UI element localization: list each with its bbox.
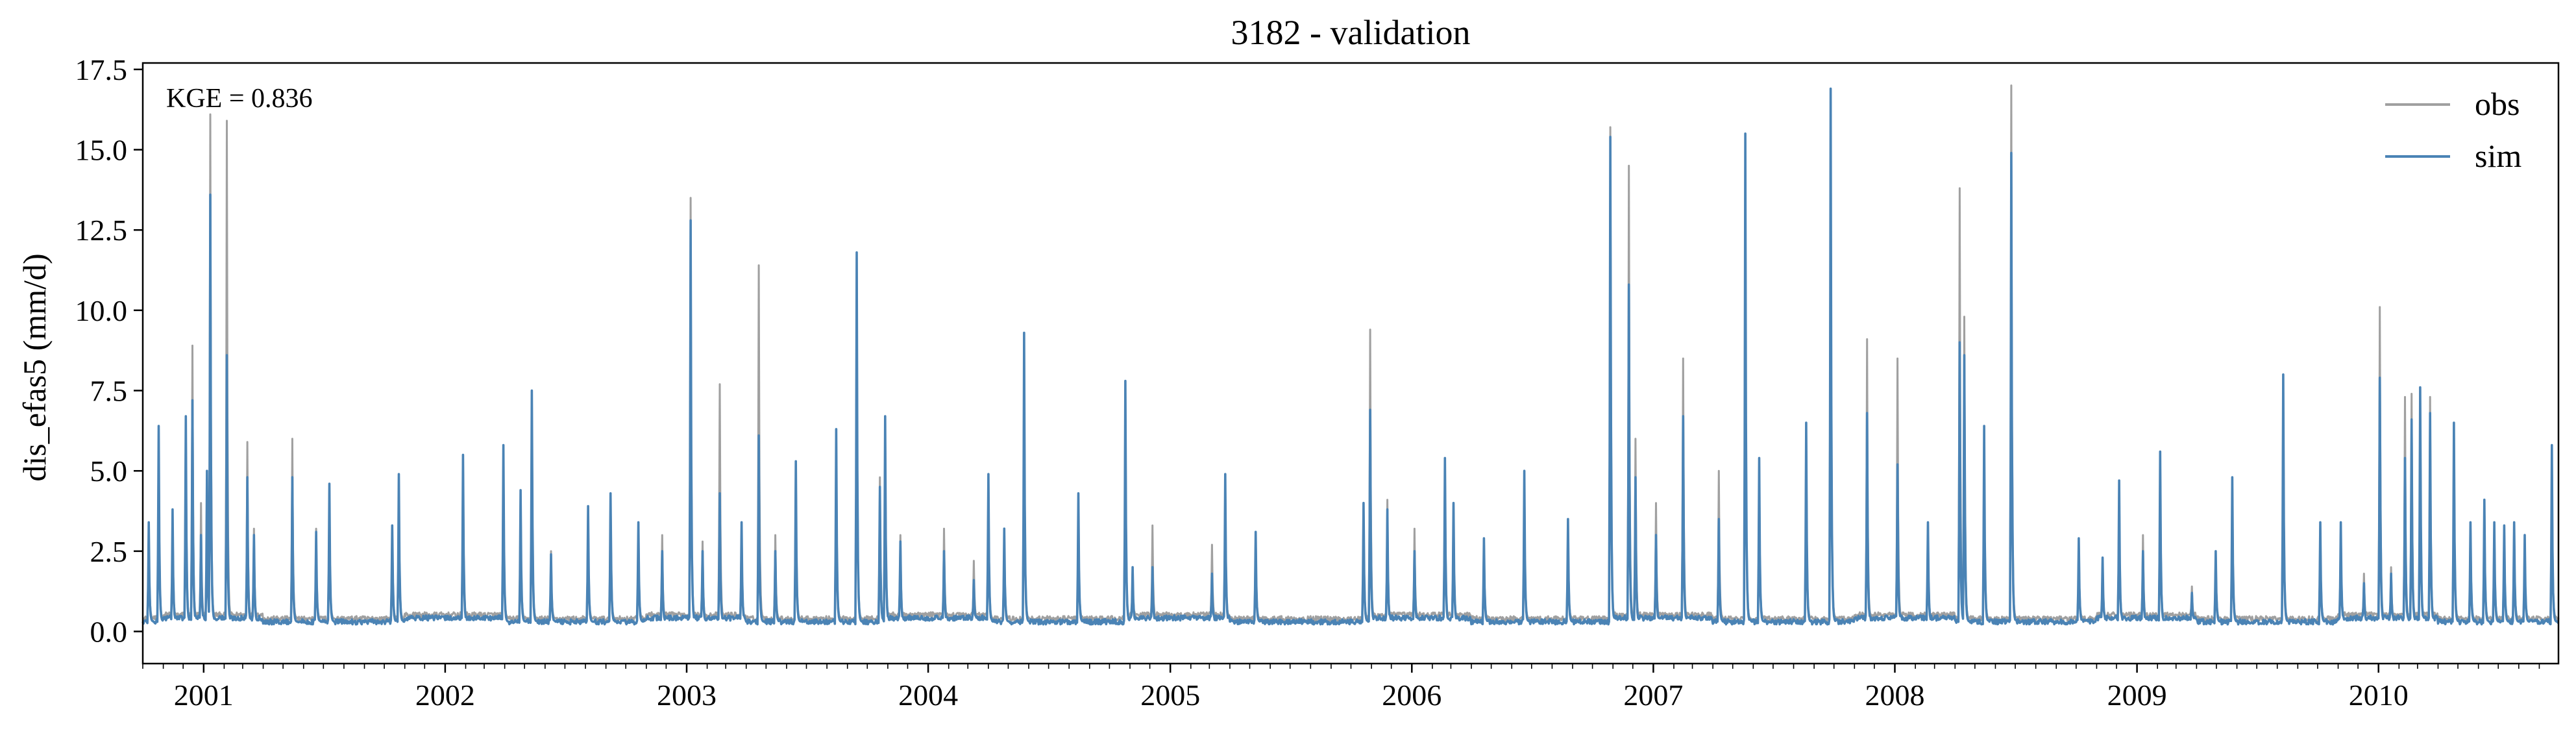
legend: obs sim — [2385, 86, 2521, 174]
legend-label-sim: sim — [2475, 138, 2521, 174]
x-axis-ticks: 2001 2002 2003 2004 2005 2006 2007 2008 2009 2010 — [142, 664, 2540, 712]
chart-title: 3182 - validation — [1231, 13, 1471, 52]
y-tick-label: 2.5 — [90, 535, 128, 568]
y-tick-label: 17.5 — [75, 53, 128, 86]
y-tick-label: 15.0 — [75, 134, 128, 167]
kge-annotation: KGE = 0.836 — [166, 84, 313, 114]
y-axis-label: dis_efas5 (mm/d) — [16, 253, 53, 481]
x-tick-label: 2010 — [2349, 679, 2409, 712]
sim-line — [141, 87, 2560, 626]
plot-area: 0.02.55.07.510.012.515.017.5 2001 2002 200… — [75, 53, 2560, 712]
x-tick-label: 2006 — [1382, 679, 1441, 712]
y-tick-label: 10.0 — [75, 294, 128, 327]
x-tick-label: 2008 — [1865, 679, 1924, 712]
plot-frame — [141, 62, 2560, 665]
legend-label-obs: obs — [2475, 86, 2520, 122]
x-tick-label: 2001 — [174, 679, 234, 712]
y-tick-label: 12.5 — [75, 214, 128, 247]
x-tick-label: 2005 — [1140, 679, 1200, 712]
sim-series — [141, 87, 2560, 626]
y-tick-label: 0.0 — [90, 616, 128, 649]
y-tick-label: 5.0 — [90, 455, 128, 488]
x-tick-label: 2002 — [415, 679, 475, 712]
x-tick-label: 2007 — [1623, 679, 1683, 712]
x-tick-label: 2003 — [657, 679, 717, 712]
x-tick-label: 2009 — [2107, 679, 2167, 712]
y-tick-label: 7.5 — [90, 375, 128, 408]
y-axis-ticks: 0.0 2.5 5.0 7.5 10.0 12.5 15.0 17.5 — [75, 53, 143, 649]
x-tick-label: 2004 — [898, 679, 958, 712]
